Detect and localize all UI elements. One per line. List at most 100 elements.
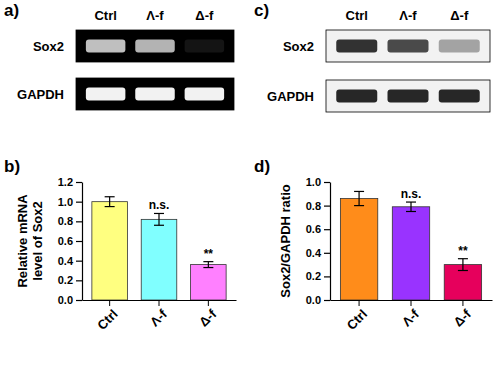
y-tick: 0.6 [306, 223, 330, 235]
error-stem [208, 262, 209, 268]
y-tick-mark [324, 229, 330, 230]
y-tick: 0.0 [58, 294, 82, 306]
x-tick: Δ-f [451, 300, 475, 330]
band [388, 40, 429, 53]
row-label: Sox2 [283, 39, 314, 54]
gel-panel: c) Ctrl Λ-f Δ-f Sox2 GAPDH [254, 1, 490, 112]
row-label: GAPDH [17, 87, 64, 102]
y-tick-label: 0.6 [58, 235, 73, 247]
panel-label: a) [4, 1, 19, 20]
x-tick-label: Ctrl [94, 306, 120, 332]
error-cap [458, 270, 468, 271]
y-tick: 0.2 [58, 274, 82, 286]
error-bar [105, 197, 115, 207]
x-tick: Λ-f [399, 300, 422, 329]
significance-label: n.s. [401, 187, 422, 201]
error-cap [354, 191, 364, 192]
y-tick-label: 1.0 [58, 196, 73, 208]
error-stem [410, 202, 411, 211]
error-stem [462, 259, 463, 271]
y-tick-mark [76, 182, 82, 183]
bar [191, 265, 227, 300]
band [135, 40, 175, 53]
gel-background [76, 30, 234, 62]
y-tick-mark [76, 300, 82, 301]
y-axis-title: Sox2/GAPDH ratio [278, 184, 293, 297]
lane-label: Λ-f [399, 8, 417, 23]
lane-label: Ctrl [94, 8, 116, 23]
bar [444, 265, 481, 300]
error-cap [154, 225, 164, 226]
error-cap [154, 213, 164, 214]
x-axis: Ctrl Λ-f Δ-f [331, 300, 493, 333]
y-axis-line [330, 183, 331, 301]
significance-label: n.s. [149, 198, 170, 212]
x-tick-label: Λ-f [399, 306, 422, 329]
x-tick-mark [208, 300, 209, 306]
y-tick-mark [76, 221, 82, 222]
y-tick-label: 0.0 [58, 294, 73, 306]
x-tick-mark [109, 300, 110, 306]
x-tick-mark [159, 300, 160, 306]
error-bar [458, 259, 468, 271]
y-axis: 0.00.20.40.60.81.0 [306, 176, 331, 306]
y-axis-title: Relative mRNAlevel of Sox2 [15, 194, 45, 288]
band [135, 88, 175, 101]
x-tick: Ctrl [344, 300, 370, 333]
plot-area [92, 197, 226, 300]
gel-background [76, 78, 234, 110]
y-tick-mark [76, 261, 82, 262]
y-tick: 0.0 [306, 294, 330, 306]
y-axis-title-line: level of Sox2 [30, 201, 45, 280]
band [439, 40, 480, 53]
error-bar [154, 213, 164, 225]
y-tick: 0.4 [306, 247, 330, 259]
band [86, 88, 126, 101]
error-stem [158, 213, 159, 225]
error-bar [354, 191, 364, 205]
bar [92, 202, 128, 300]
x-tick-mark [359, 300, 360, 306]
lane-label: Λ-f [146, 8, 164, 23]
error-cap [406, 211, 416, 212]
chart-panel: d)n.s.**0.00.20.40.60.81.0CtrlΛ-fΔ-fSox2… [254, 157, 493, 333]
y-tick: 0.2 [306, 270, 330, 282]
y-tick-mark [324, 253, 330, 254]
plot-area [340, 191, 481, 300]
x-tick-mark [462, 300, 463, 306]
y-tick: 1.0 [58, 196, 82, 208]
error-cap [203, 261, 213, 262]
x-tick-label: Λ-f [147, 306, 170, 329]
y-tick-label: 1.2 [58, 176, 73, 188]
y-tick: 1.2 [58, 176, 82, 188]
y-tick: 0.8 [306, 200, 330, 212]
lane-label: Δ-f [450, 8, 469, 23]
y-tick-label: 0.4 [306, 247, 322, 259]
error-cap [406, 201, 416, 202]
chart-panel: b)n.s.**0.00.20.40.60.81.01.2CtrlΛ-fΔ-fR… [4, 157, 237, 333]
panel-label: d) [254, 157, 270, 176]
y-tick-mark [76, 202, 82, 203]
error-stem [358, 191, 359, 205]
x-tick: Λ-f [147, 300, 170, 329]
gel-background [326, 80, 490, 112]
panel-label: c) [254, 1, 269, 20]
band [336, 90, 377, 103]
gel-panel: a)CtrlΛ-fΔ-fSox2GAPDH [4, 1, 234, 110]
significance-label: ** [458, 244, 468, 258]
x-tick-label: Δ-f [196, 306, 220, 330]
lane-label: Ctrl [346, 8, 368, 23]
row-label: Sox2 [33, 39, 64, 54]
x-tick-label: Ctrl [344, 306, 370, 332]
y-axis-line [82, 183, 83, 301]
x-tick-mark [411, 300, 412, 306]
gel-background [326, 30, 490, 62]
band [185, 40, 225, 53]
figure: a) Ctrl Λ-f Δ-f Sox2 GAPDH c) Ctrl Λ-f Δ-f Sox2 GAP… [0, 0, 500, 372]
row-label: GAPDH [267, 89, 314, 104]
y-axis-title-line: Relative mRNA [15, 194, 30, 288]
x-tick: Δ-f [196, 300, 220, 330]
y-tick-mark [324, 276, 330, 277]
band [86, 40, 126, 53]
y-tick-label: 0.4 [58, 255, 74, 267]
